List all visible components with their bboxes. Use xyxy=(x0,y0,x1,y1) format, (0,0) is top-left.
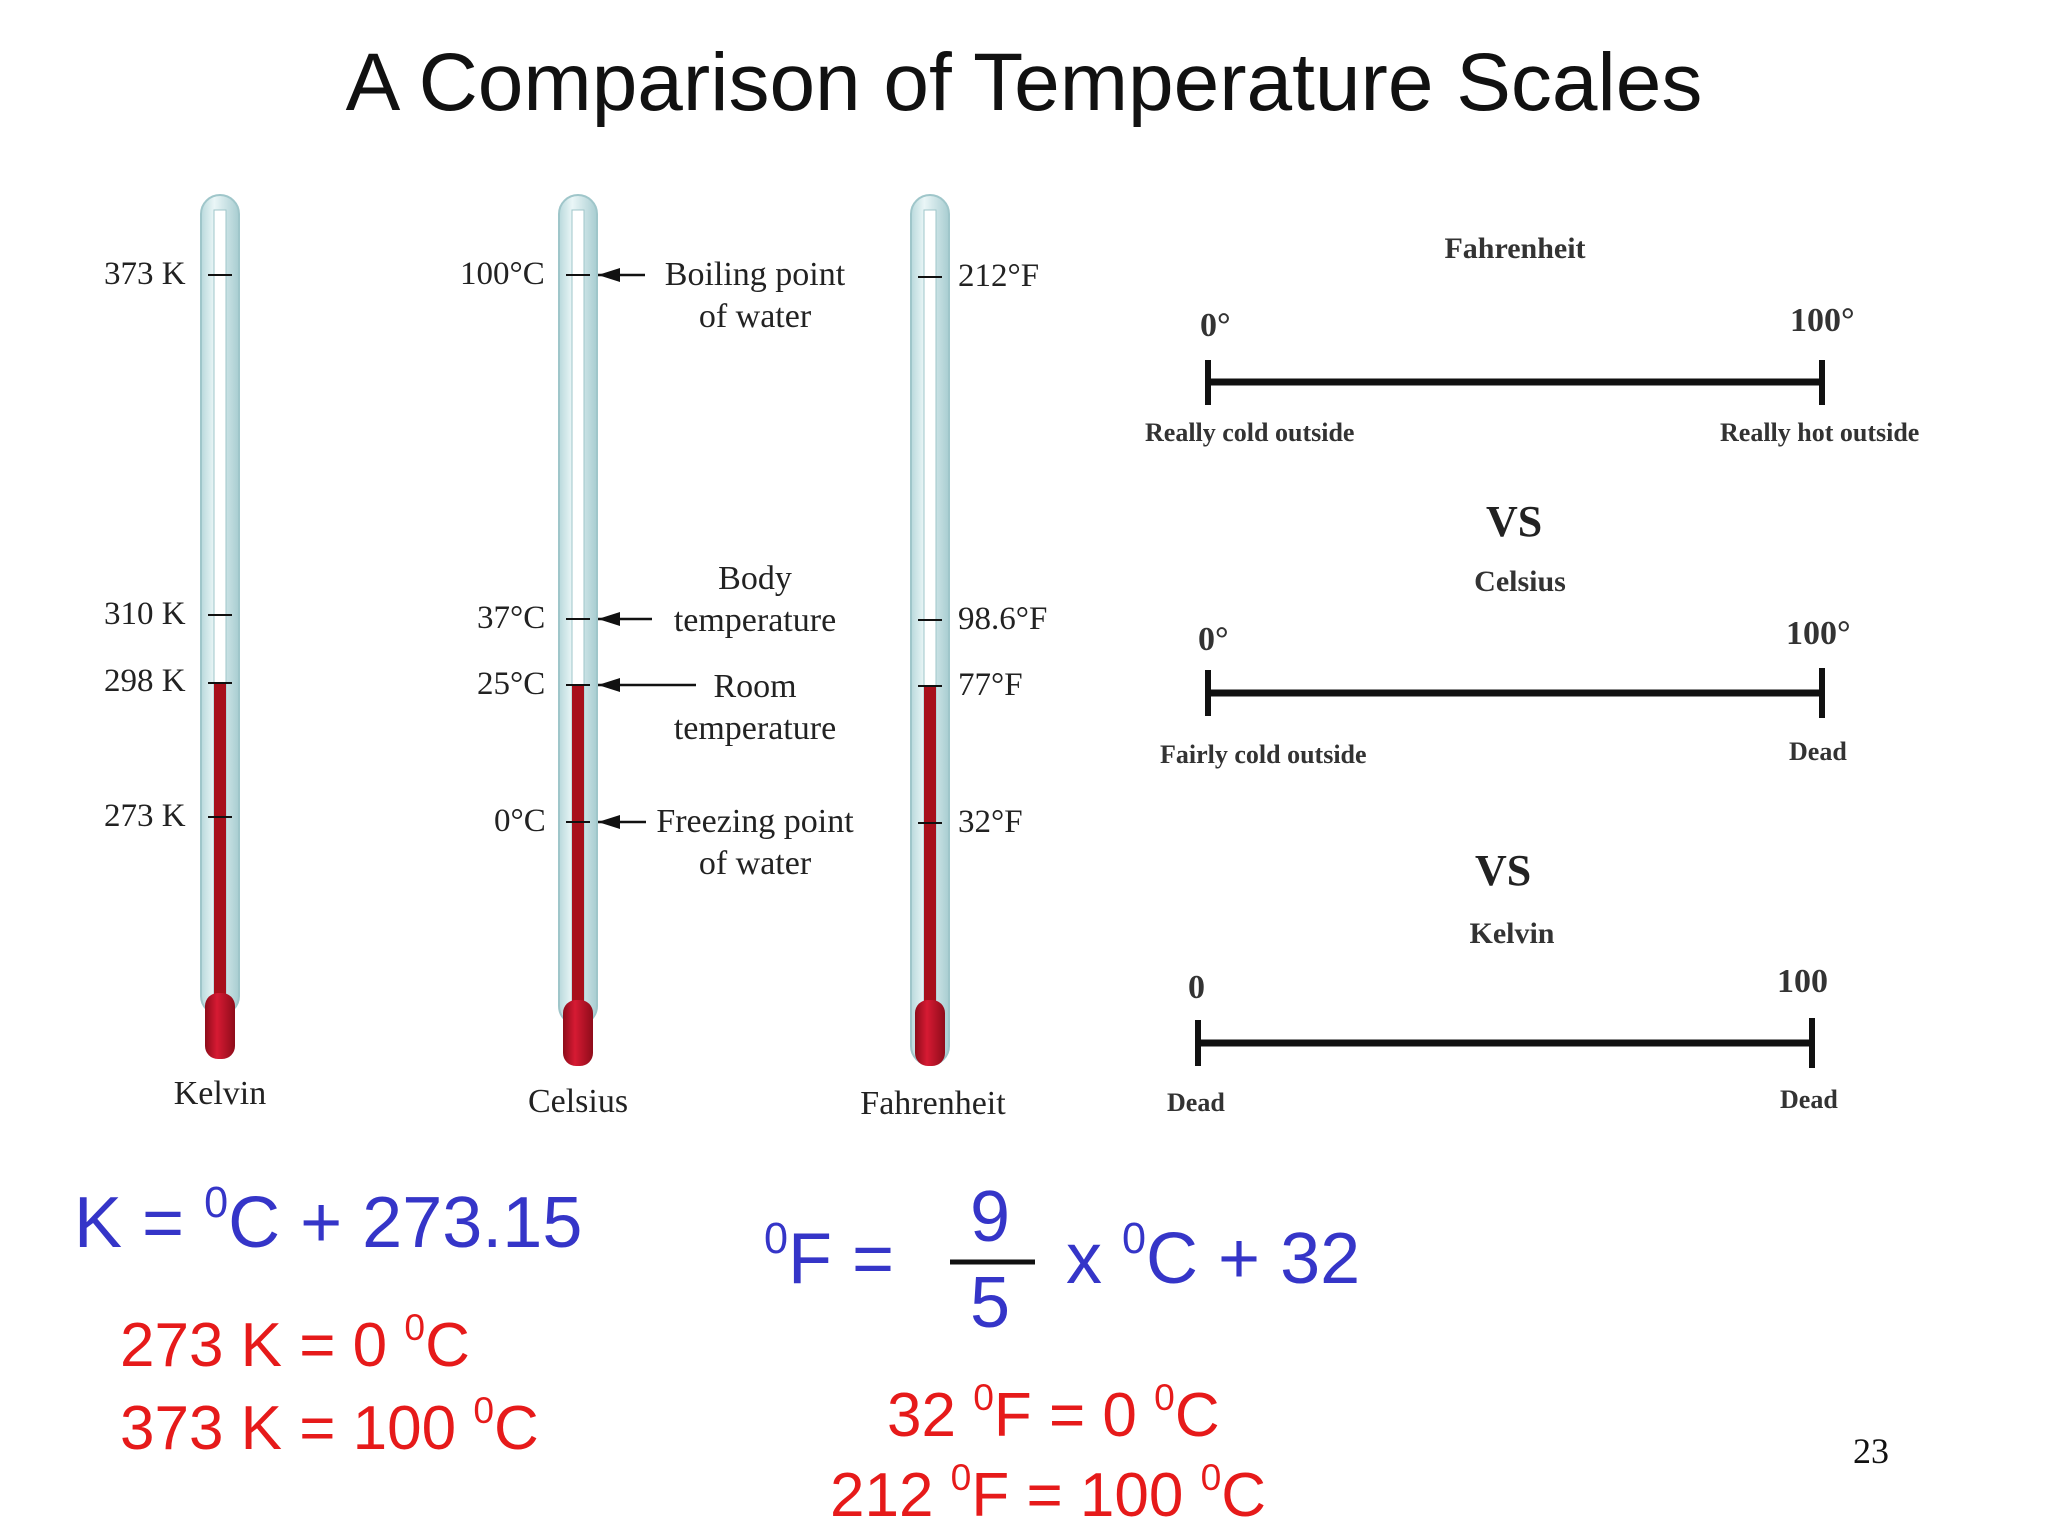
fahrenheit-scale-low: 0° xyxy=(1200,307,1231,344)
freezing-annotation: Freezing point of water xyxy=(640,801,870,885)
vs-label-1: VS xyxy=(1486,497,1543,546)
kelvin-example-1-sup: 0 xyxy=(404,1305,426,1348)
fahrenheit-example-1-a: 32 xyxy=(887,1381,974,1450)
kelvin-scale-high-desc: Dead xyxy=(1780,1085,1838,1114)
freezing-arrowhead xyxy=(598,815,620,829)
kelvin-scale-high: 100 xyxy=(1777,963,1828,1000)
fahrenheit-scale-high-desc: Really hot outside xyxy=(1720,418,1920,447)
celsius-mercury xyxy=(572,685,584,1015)
fahrenheit-example-1-sup-a: 0 xyxy=(973,1375,994,1418)
fahrenheit-example-1-sup-b: 0 xyxy=(1154,1375,1175,1418)
fahrenheit-label-212: 212°F xyxy=(958,258,1040,294)
kelvin-name: Kelvin xyxy=(173,1075,267,1112)
celsius-scale-low: 0° xyxy=(1198,621,1229,658)
fahrenheit-name: Fahrenheit xyxy=(860,1085,1006,1122)
kelvin-scale-title: Kelvin xyxy=(1469,917,1555,950)
fahrenheit-formula-mult: x xyxy=(1066,1219,1123,1299)
fraction-denominator: 5 xyxy=(970,1263,1011,1343)
fahrenheit-example-2-c: C xyxy=(1221,1461,1267,1530)
kelvin-bulb xyxy=(205,993,235,1059)
kelvin-formula-k: K = xyxy=(74,1183,205,1263)
room-line-1: Room xyxy=(713,668,797,705)
celsius-scale-high-desc: Dead xyxy=(1789,737,1847,766)
kelvin-label-373: 373 K xyxy=(104,256,186,292)
scale-lines xyxy=(1195,360,1825,1068)
fahrenheit-thermometer xyxy=(910,194,950,1066)
fahrenheit-scale-title: Fahrenheit xyxy=(1444,232,1586,265)
fahrenheit-formula-lhs: 0F = xyxy=(764,1214,895,1300)
celsius-scale-low-desc: Fairly cold outside xyxy=(1160,740,1367,769)
kelvin-example-2: 373 K = 100 0C xyxy=(120,1391,539,1464)
slide-title: A Comparison of Temperature Scales xyxy=(345,37,1703,128)
room-arrowhead xyxy=(598,678,620,692)
kelvin-formula: K = 0C + 273.15 xyxy=(74,1178,583,1264)
celsius-name: Celsius xyxy=(527,1083,629,1120)
fahrenheit-formula-sup2: 0 xyxy=(1122,1214,1147,1263)
kelvin-thermometer xyxy=(200,194,240,1059)
celsius-label-37: 37°C xyxy=(477,600,546,636)
boiling-line-2: of water xyxy=(698,298,812,335)
kelvin-example-1-unit: C xyxy=(425,1311,470,1380)
fahrenheit-label-98: 98.6°F xyxy=(958,601,1048,637)
kelvin-example-2-sup: 0 xyxy=(473,1388,495,1431)
fahrenheit-example-2-sup-b: 0 xyxy=(1200,1455,1222,1498)
fahrenheit-example-1-b: F = 0 xyxy=(993,1381,1155,1450)
kelvin-formula-sup: 0 xyxy=(204,1178,229,1227)
fahrenheit-scale-high: 100° xyxy=(1790,302,1855,339)
fahrenheit-example-2: 212 0F = 100 0C xyxy=(830,1458,1267,1531)
fahrenheit-scale-low-desc: Really cold outside xyxy=(1145,418,1355,447)
celsius-thermometer xyxy=(558,194,696,1066)
freezing-line-1: Freezing point xyxy=(656,803,854,840)
boiling-annotation: Boiling point of water xyxy=(640,254,870,338)
kelvin-label-310: 310 K xyxy=(104,596,186,632)
body-line-2: temperature xyxy=(673,602,837,639)
celsius-bulb xyxy=(563,1000,593,1066)
fahrenheit-formula-rhs: x 0C + 32 xyxy=(1066,1214,1361,1300)
fahrenheit-formula-rest: C + 32 xyxy=(1146,1219,1361,1299)
fahrenheit-formula-lhs-text: F = xyxy=(788,1219,895,1299)
freezing-line-2: of water xyxy=(698,845,812,882)
fahrenheit-example-1-c: C xyxy=(1174,1381,1220,1450)
kelvin-mercury xyxy=(214,683,226,1008)
kelvin-scale-low-desc: Dead xyxy=(1167,1088,1225,1117)
fahrenheit-bulb xyxy=(915,1000,945,1066)
kelvin-example-1: 273 K = 0 0C xyxy=(120,1308,470,1381)
celsius-label-100: 100°C xyxy=(460,256,545,292)
celsius-scale-title: Celsius xyxy=(1474,565,1566,598)
celsius-label-0: 0°C xyxy=(494,803,546,839)
kelvin-label-298: 298 K xyxy=(104,663,186,699)
kelvin-example-2-unit: C xyxy=(494,1394,539,1463)
vs-label-2: VS xyxy=(1475,846,1532,895)
kelvin-label-273: 273 K xyxy=(104,798,186,834)
fahrenheit-mercury xyxy=(924,686,936,1020)
body-arrowhead xyxy=(598,612,620,626)
room-line-2: temperature xyxy=(673,710,837,747)
fahrenheit-example-2-sup-a: 0 xyxy=(950,1455,972,1498)
body-line-1: Body xyxy=(718,560,792,597)
fraction-numerator: 9 xyxy=(970,1177,1011,1257)
room-annotation: Room temperature xyxy=(640,666,870,750)
celsius-label-25: 25°C xyxy=(477,666,546,702)
fahrenheit-label-32: 32°F xyxy=(958,804,1023,840)
kelvin-scale-low: 0 xyxy=(1188,969,1205,1006)
page-number: 23 xyxy=(1853,1431,1889,1471)
boiling-arrowhead xyxy=(598,268,620,282)
celsius-scale-high: 100° xyxy=(1786,615,1851,652)
fahrenheit-formula-sup1: 0 xyxy=(764,1214,789,1263)
fahrenheit-example-2-b: F = 100 xyxy=(971,1461,1201,1530)
kelvin-formula-rest: C + 273.15 xyxy=(228,1183,583,1263)
body-annotation: Body temperature xyxy=(640,558,870,642)
boiling-line-1: Boiling point xyxy=(664,256,846,293)
kelvin-example-1-left: 273 K = 0 xyxy=(120,1311,405,1380)
fahrenheit-example-2-a: 212 xyxy=(830,1461,951,1530)
kelvin-example-2-left: 373 K = 100 xyxy=(120,1394,474,1463)
fahrenheit-example-1: 32 0F = 0 0C xyxy=(887,1378,1220,1451)
fahrenheit-label-77: 77°F xyxy=(958,667,1023,703)
